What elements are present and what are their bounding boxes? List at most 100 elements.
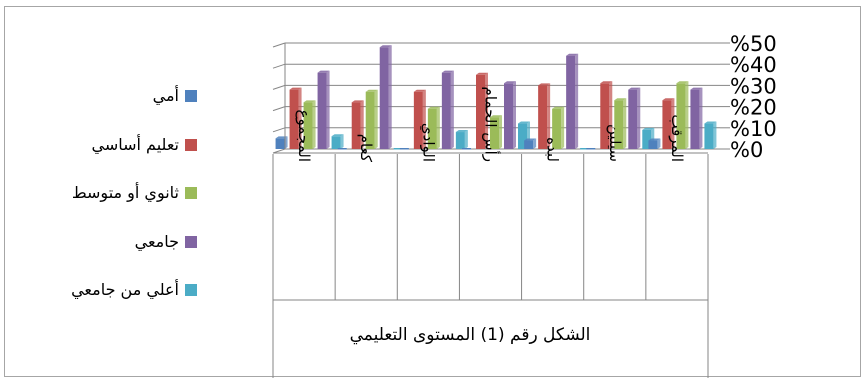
bar-top xyxy=(704,121,717,124)
legend-swatch xyxy=(185,90,197,102)
bar-side xyxy=(513,81,516,149)
bar xyxy=(648,140,658,149)
y-tick-label: %10 xyxy=(730,117,777,141)
bar-top xyxy=(289,87,302,90)
bar-side xyxy=(637,87,641,149)
bar-top xyxy=(365,89,378,92)
bar xyxy=(337,148,347,150)
bar xyxy=(704,123,714,149)
y-tick-label: %0 xyxy=(730,138,763,162)
bar xyxy=(614,100,624,149)
legend-label: جامعي xyxy=(135,232,179,252)
bar xyxy=(504,83,513,149)
chart-frame: أمي تعليم أساسي ثانوي أو متوسط جامعي أعلي من… xyxy=(4,6,861,378)
bar xyxy=(676,83,686,149)
bar-side xyxy=(547,83,551,149)
bar xyxy=(317,72,327,149)
legend-swatch xyxy=(185,236,197,248)
bar-side xyxy=(685,81,689,149)
bar-side xyxy=(575,53,579,149)
bar-top xyxy=(303,100,316,103)
bar-top xyxy=(524,138,537,141)
bar-side xyxy=(388,45,392,149)
bar xyxy=(628,89,638,149)
bar xyxy=(476,74,485,149)
bar xyxy=(379,47,389,149)
bar-top xyxy=(642,127,655,130)
gridline-depth xyxy=(272,106,286,112)
y-tick-label: %50 xyxy=(730,32,777,56)
legend-label: أعلي من جامعي xyxy=(71,279,179,300)
gridline-depth xyxy=(272,84,286,90)
chart-title: الشكل رقم (1) المستوى التعليمي xyxy=(350,325,591,345)
legend: أمي تعليم أساسي ثانوي أو متوسط جامعي أعلي من… xyxy=(71,85,197,300)
bar-top xyxy=(552,106,565,109)
bar-side xyxy=(340,134,344,149)
bar-top xyxy=(427,106,440,109)
y-tick-label: %40 xyxy=(730,53,777,77)
bar xyxy=(455,132,465,149)
bar-side xyxy=(360,100,364,149)
bar xyxy=(662,100,672,149)
bar xyxy=(289,89,299,149)
category-label: الوادي xyxy=(418,123,437,162)
bar xyxy=(566,55,576,149)
axes xyxy=(272,43,709,378)
gridline-depth xyxy=(272,148,286,154)
bars xyxy=(275,45,717,150)
bar-side xyxy=(533,138,537,149)
legend-swatch xyxy=(185,139,197,151)
bar-top xyxy=(504,81,516,84)
bar-side xyxy=(623,98,627,149)
labels: %0%10%20%30%40%50 المجموع كعام الوادي رأس ال… xyxy=(295,32,777,163)
bar-top xyxy=(413,89,426,92)
bar-top xyxy=(690,87,703,90)
bar-side xyxy=(450,70,454,149)
category-label: رأس الحمام xyxy=(482,87,501,162)
bar-side xyxy=(326,70,330,149)
gridline-depth xyxy=(272,63,286,69)
legend-swatch xyxy=(185,187,197,199)
bar-side xyxy=(499,115,502,149)
bar-top xyxy=(441,70,454,73)
gridline-depth xyxy=(272,127,286,133)
bar-side xyxy=(485,72,488,149)
bar xyxy=(552,108,562,149)
bar-top xyxy=(648,138,661,141)
bar-side xyxy=(374,89,378,149)
bar-top xyxy=(600,81,613,84)
bar xyxy=(393,148,403,150)
legend-label: تعليم أساسي xyxy=(92,134,180,155)
bar-top xyxy=(676,81,689,84)
bar xyxy=(580,148,590,150)
bar-side xyxy=(464,130,468,149)
y-tick-label: %30 xyxy=(730,74,777,98)
bar xyxy=(600,83,610,149)
bar xyxy=(275,138,285,149)
bar-top xyxy=(331,134,344,137)
legend-label: أمي xyxy=(153,85,179,106)
bar-side xyxy=(657,138,661,149)
bar-top xyxy=(662,98,675,101)
bar-side xyxy=(713,121,717,149)
bar-top xyxy=(317,70,330,73)
bar-top xyxy=(566,53,579,56)
category-label: سيلين xyxy=(606,124,624,162)
legend-swatch xyxy=(185,284,197,296)
bar-top xyxy=(628,87,641,90)
bar xyxy=(490,117,499,149)
chart-svg: أمي تعليم أساسي ثانوي أو متوسط جامعي أعلي من… xyxy=(71,32,777,378)
bar-side xyxy=(422,89,426,149)
bar-top xyxy=(476,72,488,75)
bar-top xyxy=(351,100,364,103)
bar xyxy=(642,129,652,149)
bar xyxy=(351,102,361,149)
bar xyxy=(538,85,548,149)
bar-top xyxy=(379,45,392,48)
bar-top xyxy=(614,98,627,101)
bar-side xyxy=(671,98,675,149)
y-tick-label: %20 xyxy=(730,96,777,120)
bar-side xyxy=(436,106,440,149)
bar xyxy=(399,148,409,150)
bar-side xyxy=(699,87,703,149)
